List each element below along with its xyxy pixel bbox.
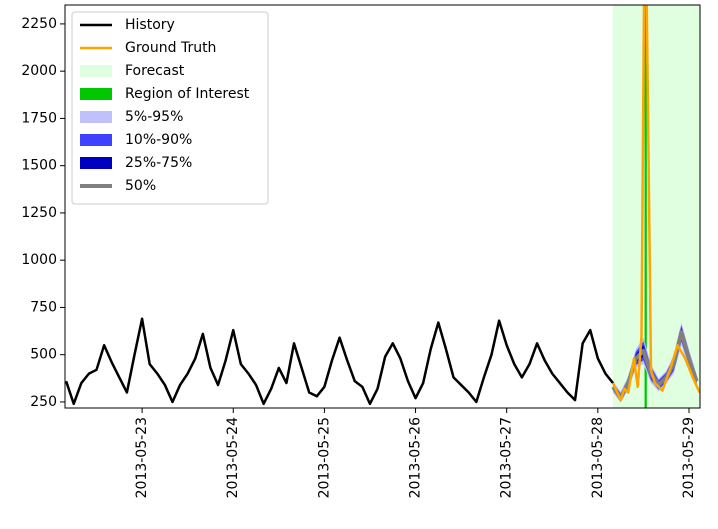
legend-label: Forecast — [125, 63, 185, 79]
axes-frame — [64, 4, 701, 409]
y-tick-label: 1500 — [21, 158, 57, 174]
legend-swatch — [80, 111, 112, 123]
legend-label: History — [125, 17, 175, 33]
axes: 250 500 750 1000 1250 1500 1750 2000 2250 2013-05… — [21, 4, 701, 498]
y-tick-label: 750 — [30, 299, 57, 315]
legend-label: Ground Truth — [125, 40, 216, 56]
legend-label: Region of Interest — [125, 86, 250, 102]
y-tick-label: 1000 — [21, 252, 57, 268]
legend-label: 50% — [125, 178, 156, 194]
x-tick-label: 2013-05-27 — [499, 417, 515, 498]
line — [65, 317, 615, 406]
y-tick-label: 500 — [30, 347, 57, 363]
span — [644, 5, 647, 408]
legend-box — [71, 11, 269, 205]
legend-swatch — [80, 157, 112, 169]
y-tick-label: 2000 — [21, 63, 57, 79]
x-tick-label: 2013-05-24 — [225, 417, 241, 498]
line — [611, 5, 700, 402]
legend-label: 5%-95% — [125, 109, 183, 125]
plot-area — [65, 5, 700, 408]
x-tick-label: 2013-05-29 — [681, 417, 697, 498]
legend-swatch — [80, 65, 112, 77]
y-tick-label: 2250 — [21, 16, 57, 32]
y-tick-label: 1750 — [21, 110, 57, 126]
y-tick-label: 250 — [30, 394, 57, 410]
legend-swatch — [80, 88, 112, 100]
y-tick-label: 1250 — [21, 205, 57, 221]
x-tick-label: 2013-05-25 — [316, 417, 332, 498]
x-tick-label: 2013-05-26 — [408, 417, 424, 498]
legend-label: 10%-90% — [125, 132, 192, 148]
x-tick-label: 2013-05-28 — [590, 417, 606, 498]
legend-swatch — [80, 134, 112, 146]
legend-label: 25%-75% — [125, 155, 192, 171]
x-tick-label: 2013-05-23 — [134, 417, 150, 498]
